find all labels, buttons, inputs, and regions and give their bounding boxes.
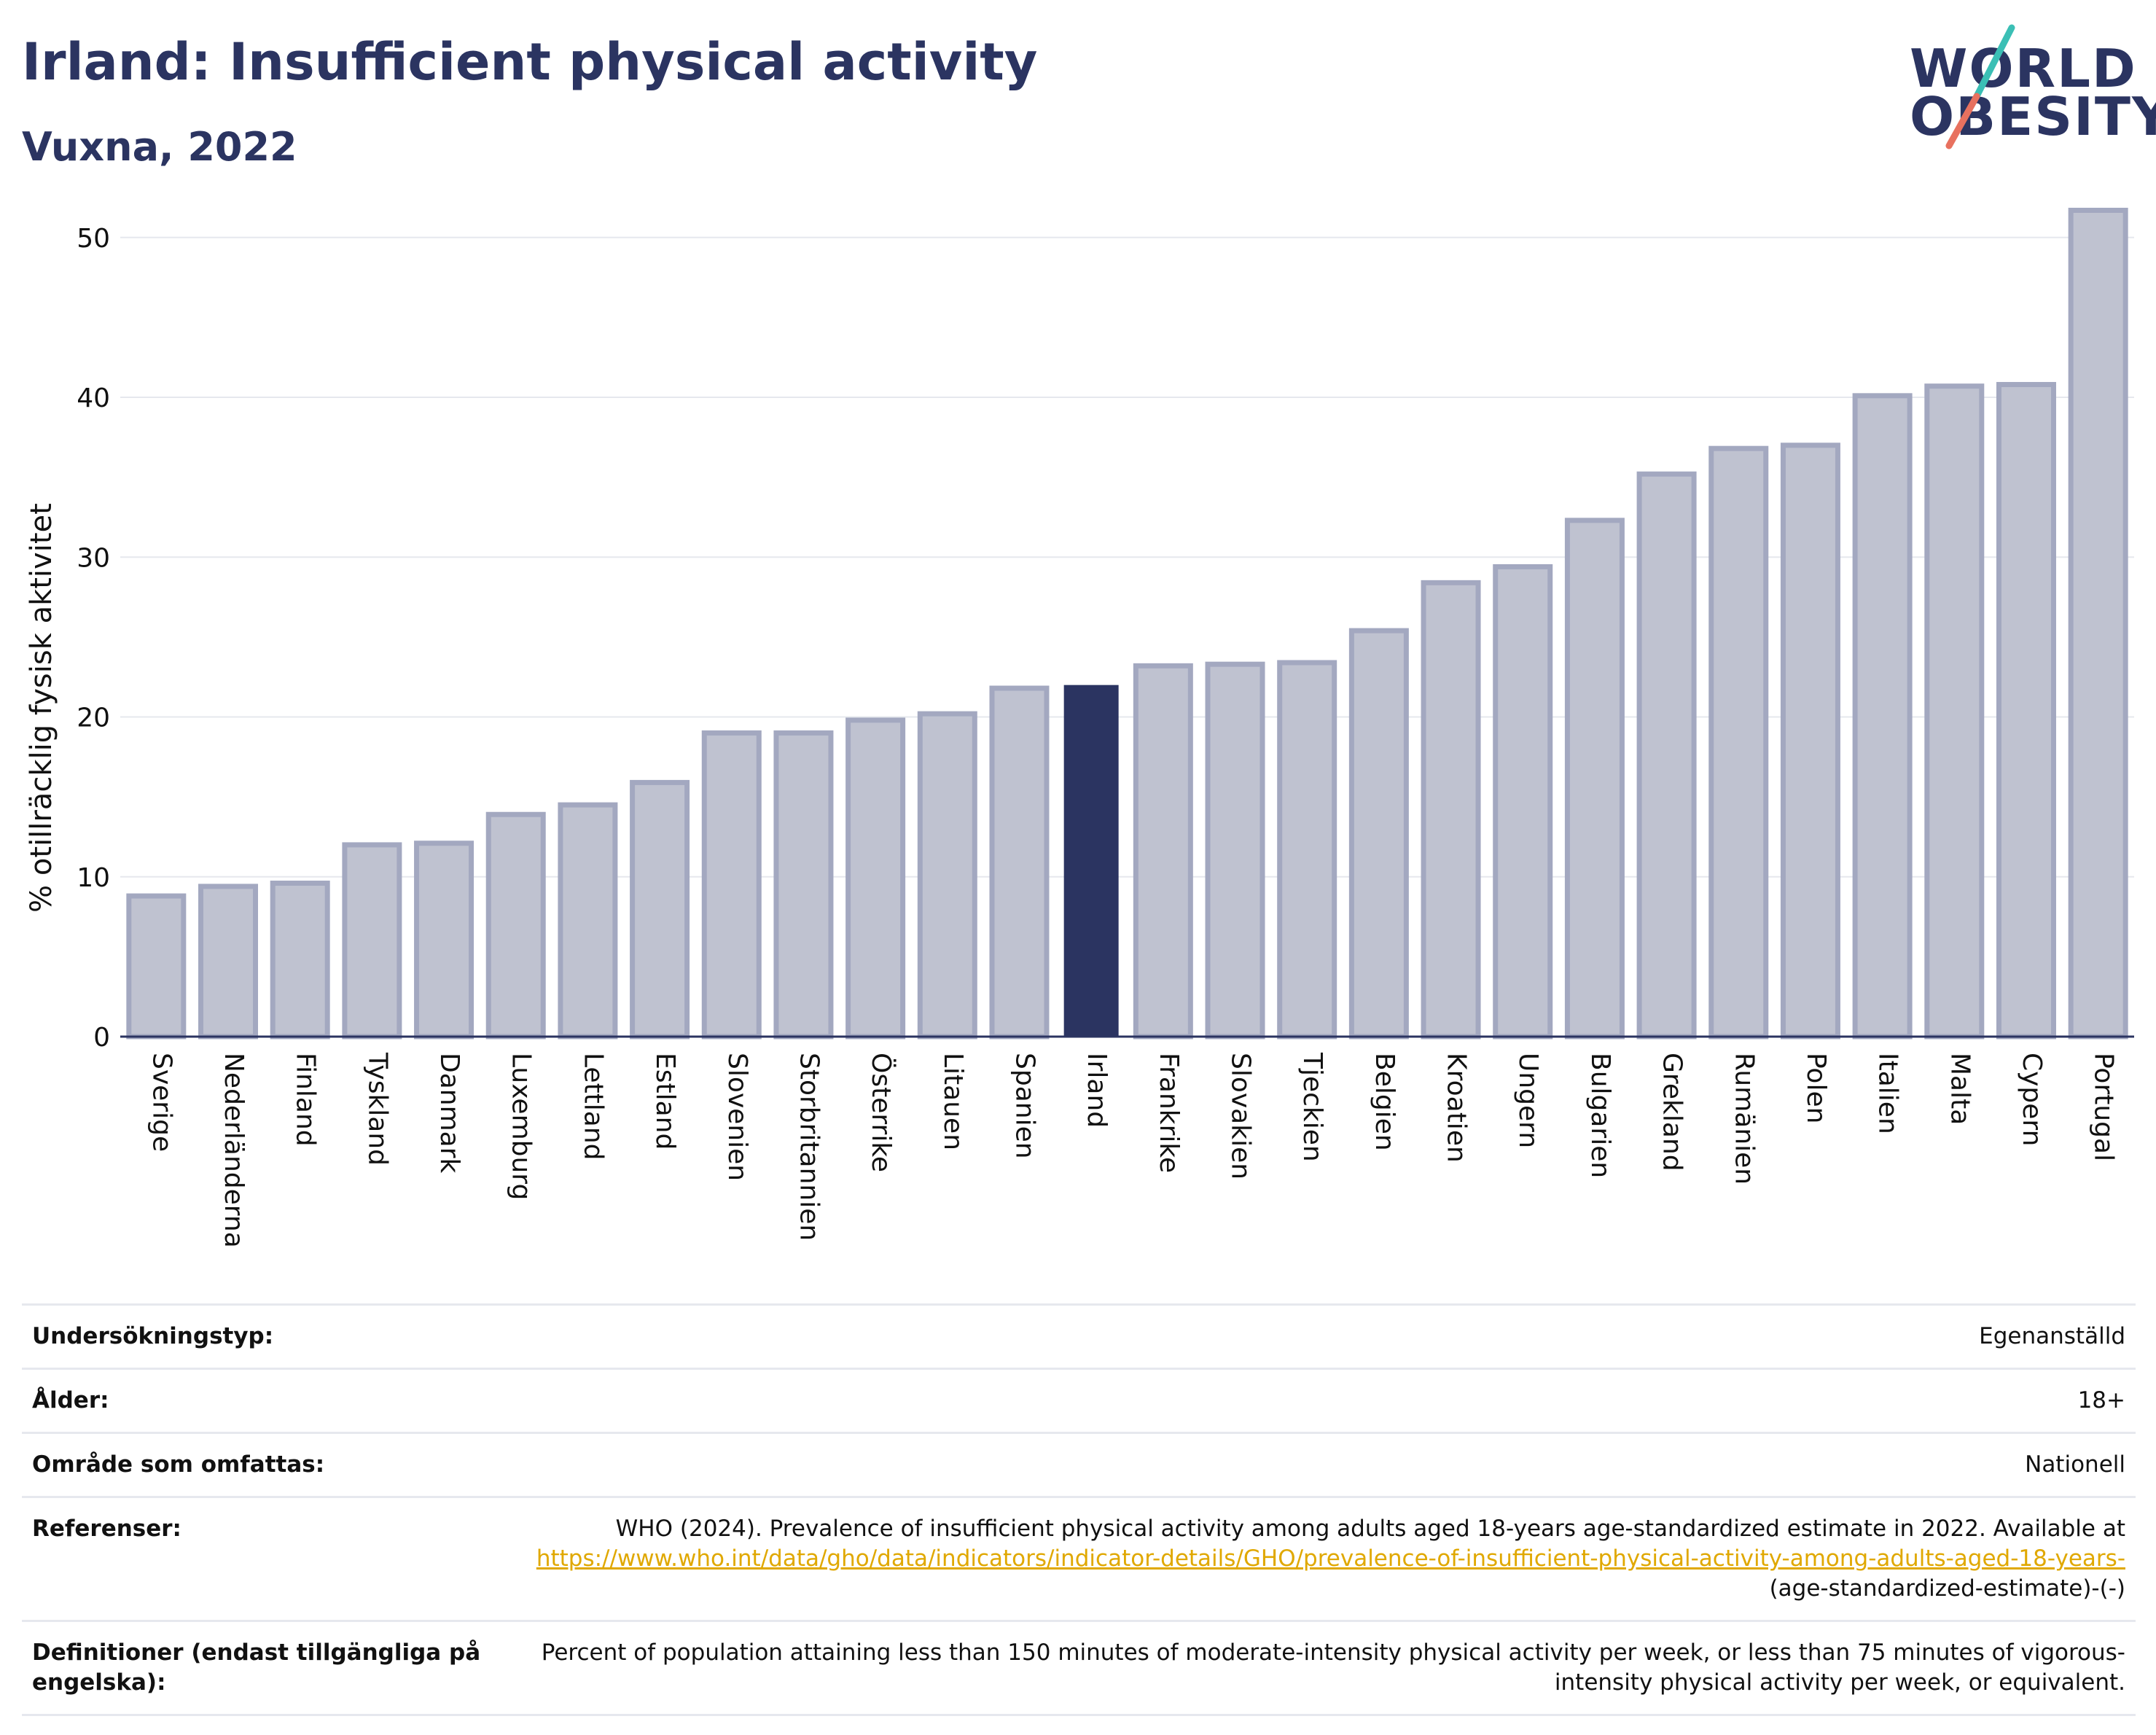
bar-danmark xyxy=(414,841,474,1040)
bar-grekland xyxy=(1636,471,1697,1040)
logo-line2: OBESITY xyxy=(1910,86,2156,147)
x-tick-label: Portugal xyxy=(2089,1053,2119,1161)
bar-irland xyxy=(1063,685,1119,1037)
bar-chart: 0 10 20 30 40 50 Sverige Nederländerna Finland T… xyxy=(25,208,2134,1248)
references-suffix: (age-standardized-estimate)-(-) xyxy=(1769,1575,2125,1602)
x-tick-labels: Sverige Nederländerna Finland Tyskland Danma… xyxy=(147,1052,2118,1248)
y-tick-label: 20 xyxy=(77,703,110,733)
definitions-label: Definitioner (endast tillgängliga på eng… xyxy=(32,1640,481,1696)
references-link[interactable]: https://www.who.int/data/gho/data/indica… xyxy=(536,1545,2125,1572)
x-tick-label: Belgien xyxy=(1370,1053,1399,1151)
details-table: Undersökningstyp: Egenanställd Ålder: 18… xyxy=(22,1303,2136,1716)
bar-bulgarien xyxy=(1564,518,1625,1040)
x-tick-label: Tyskland xyxy=(362,1052,392,1166)
x-tick-label: Österrike xyxy=(866,1053,897,1172)
x-tick-label: Grekland xyxy=(1657,1053,1687,1171)
bar-portugal xyxy=(2068,208,2128,1040)
details-row-area: Område som omfattas: Nationell xyxy=(22,1434,2136,1498)
bar-kroatien xyxy=(1421,580,1481,1040)
bar-rumänien xyxy=(1708,445,1769,1040)
x-tick-label: Slovakien xyxy=(1226,1053,1256,1180)
bar-sverige xyxy=(126,893,187,1040)
x-tick-label: Sverige xyxy=(147,1053,176,1152)
bar-slovenien xyxy=(701,730,762,1040)
y-tick-label: 50 xyxy=(77,224,110,254)
bar-italien xyxy=(1852,393,1913,1040)
y-tick-label: 40 xyxy=(77,383,110,413)
bar-litauen xyxy=(917,711,977,1040)
x-tick-label: Storbritannien xyxy=(794,1053,824,1241)
bar-slovakien xyxy=(1205,661,1265,1040)
x-tick-label: Kroatien xyxy=(1442,1053,1472,1163)
page-subtitle: Vuxna, 2022 xyxy=(22,124,297,170)
x-tick-label: Italien xyxy=(1873,1053,1903,1134)
page-title: Irland: Insufficient physical activity xyxy=(22,32,1038,92)
bar-spanien xyxy=(989,685,1050,1040)
y-tick-labels: 0 10 20 30 40 50 xyxy=(77,224,110,1053)
x-tick-label: Spanien xyxy=(1009,1053,1039,1159)
x-tick-label: Polen xyxy=(1801,1053,1831,1123)
x-tick-label: Malta xyxy=(1945,1053,1975,1125)
y-axis-label: % otillräcklig fysisk aktivitet xyxy=(25,503,58,913)
details-row-references: Referenser: WHO (2024). Prevalence of in… xyxy=(22,1498,2136,1622)
details-row-definitions: Definitioner (endast tillgängliga på eng… xyxy=(22,1622,2136,1716)
x-tick-label: Litauen xyxy=(938,1053,968,1150)
x-tick-label: Tjeckien xyxy=(1297,1052,1327,1162)
x-tick-label: Luxemburg xyxy=(507,1053,536,1200)
chart-bars xyxy=(126,208,2128,1040)
x-tick-label: Rumänien xyxy=(1729,1053,1759,1185)
references-text: WHO (2024). Prevalence of insufficient p… xyxy=(615,1516,2125,1542)
bar-frankrike xyxy=(1133,663,1193,1040)
x-tick-label: Bulgarien xyxy=(1585,1053,1615,1178)
area-value: Nationell xyxy=(2025,1451,2125,1478)
definitions-value: Percent of population attaining less tha… xyxy=(541,1640,2125,1696)
survey-type-value: Egenanställd xyxy=(1979,1323,2125,1349)
area-label: Område som omfattas: xyxy=(32,1451,325,1478)
details-row-survey-type: Undersökningstyp: Egenanställd xyxy=(22,1306,2136,1370)
x-tick-label: Danmark xyxy=(434,1053,464,1174)
x-tick-label: Finland xyxy=(291,1053,321,1147)
x-tick-label: Irland xyxy=(1082,1053,1112,1128)
bar-malta xyxy=(1924,383,1985,1040)
bar-lettland xyxy=(558,802,618,1040)
bar-tjeckien xyxy=(1277,660,1337,1040)
x-tick-label: Nederländerna xyxy=(219,1053,249,1248)
age-value: 18+ xyxy=(2077,1387,2125,1414)
y-tick-label: 0 xyxy=(93,1023,110,1053)
survey-type-label: Undersökningstyp: xyxy=(32,1323,274,1349)
y-tick-label: 10 xyxy=(77,863,110,893)
age-label: Ålder: xyxy=(32,1387,109,1414)
bar-estland xyxy=(630,779,690,1040)
bar-tyskland xyxy=(342,842,402,1040)
x-tick-label: Frankrike xyxy=(1154,1053,1184,1173)
y-tick-label: 30 xyxy=(77,543,110,573)
x-tick-label: Cypern xyxy=(2017,1053,2047,1146)
world-obesity-logo: WORLD OBESITY xyxy=(1895,22,2156,153)
x-tick-label: Lettland xyxy=(578,1053,608,1161)
bar-storbritannien xyxy=(773,730,834,1040)
details-row-age: Ålder: 18+ xyxy=(22,1370,2136,1434)
references-value: WHO (2024). Prevalence of insufficient p… xyxy=(499,1514,2125,1604)
bar-luxemburg xyxy=(485,811,546,1040)
x-tick-label: Slovenien xyxy=(722,1053,752,1181)
bar-cypern xyxy=(1996,381,2056,1040)
bar-belgien xyxy=(1348,628,1409,1040)
logo-line1: WORLD xyxy=(1910,38,2137,99)
bar-polen xyxy=(1780,442,1840,1040)
references-label: Referenser: xyxy=(32,1516,181,1542)
logo-slash-icon xyxy=(1945,24,2015,149)
bar-ungern xyxy=(1493,564,1553,1040)
x-tick-label: Estland xyxy=(650,1053,680,1150)
x-tick-label: Ungern xyxy=(1513,1053,1543,1148)
bar-österrike xyxy=(845,717,906,1040)
bar-finland xyxy=(270,881,330,1040)
bar-nederländerna xyxy=(198,884,259,1040)
